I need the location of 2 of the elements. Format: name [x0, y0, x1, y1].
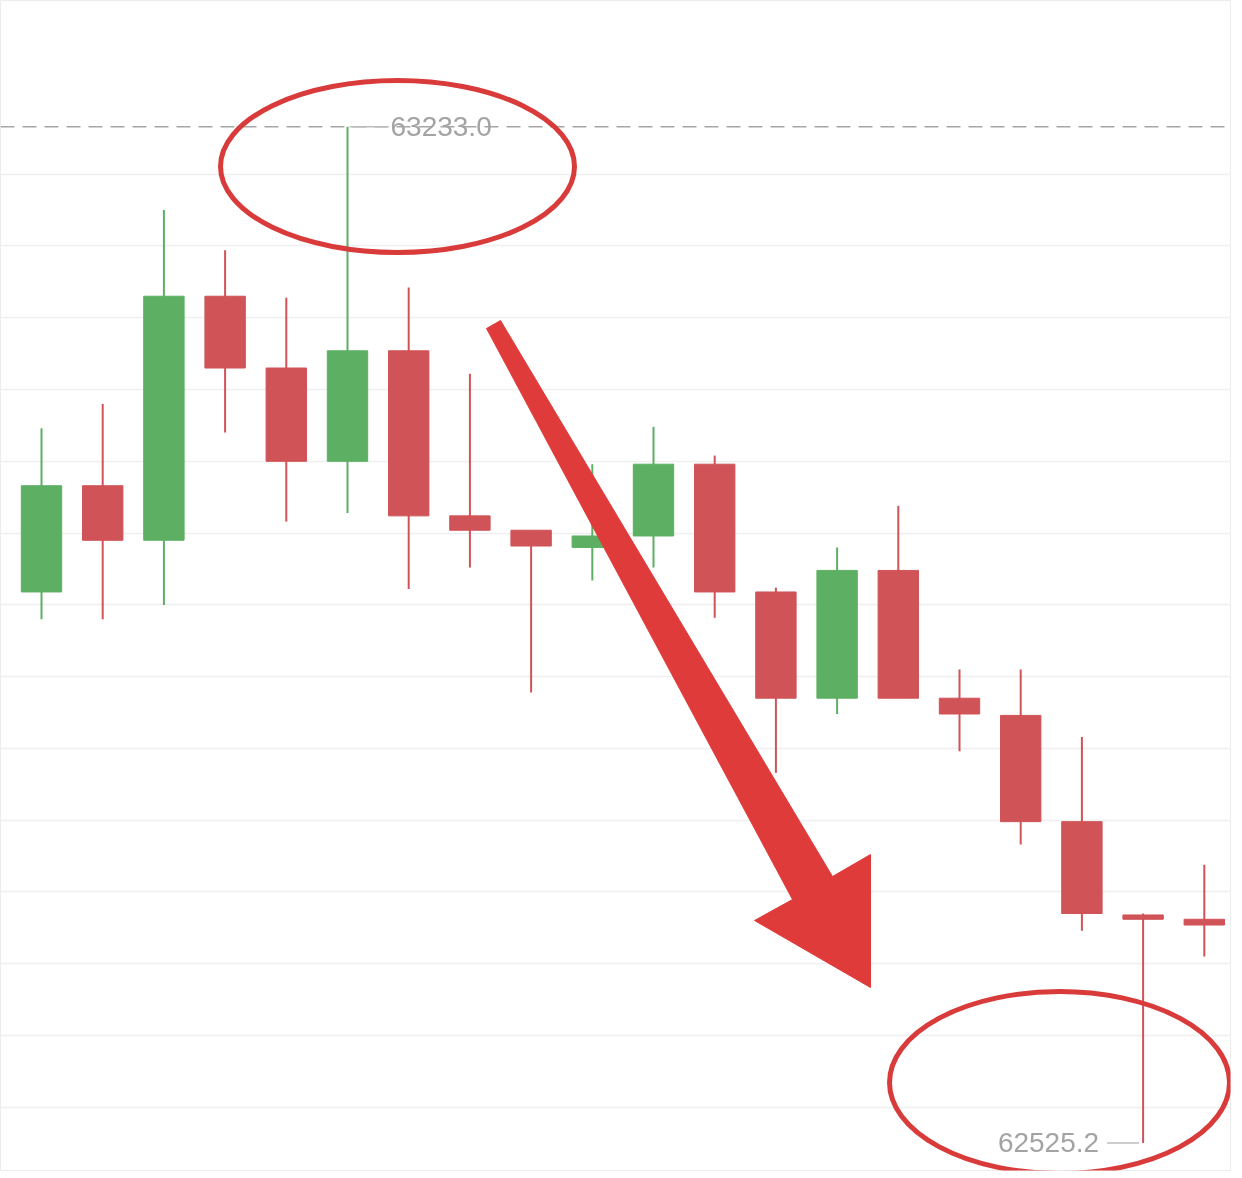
- annotation: 63233.0: [390, 111, 492, 143]
- annotation: 62525.2: [997, 1127, 1100, 1159]
